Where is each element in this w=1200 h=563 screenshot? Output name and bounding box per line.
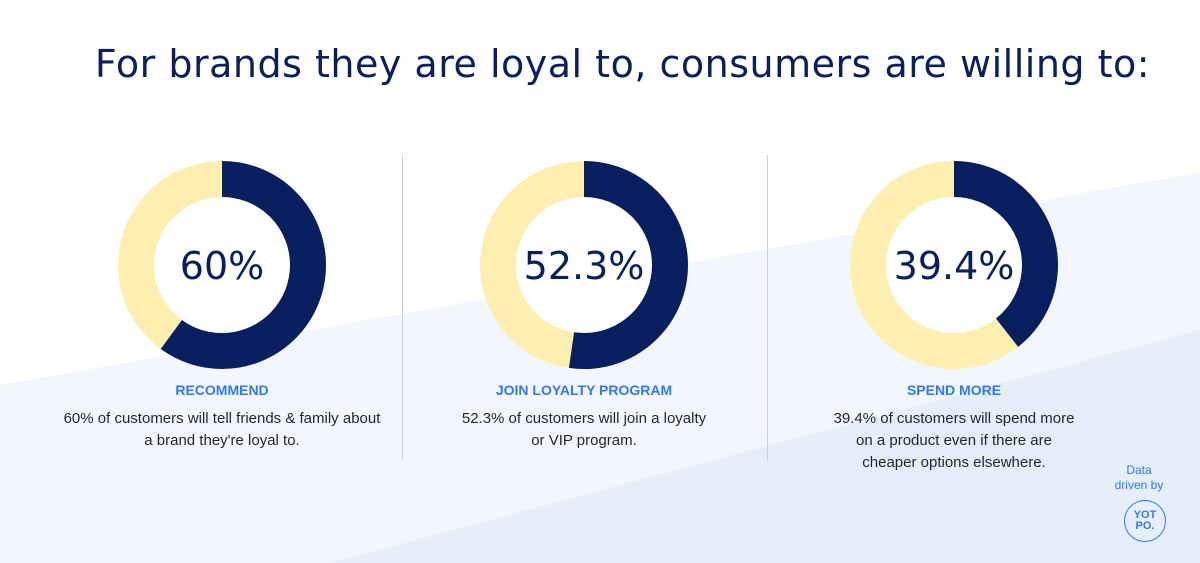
donut-center-label: 52.3% <box>524 244 645 288</box>
donut-value-slice <box>118 161 326 369</box>
donut-value-slice <box>480 161 688 369</box>
stat-label: JOIN LOYALTY PROGRAM <box>495 382 673 398</box>
donut-chart: 39.4% <box>850 161 1058 369</box>
stat-label: RECOMMEND <box>175 382 269 398</box>
background-band-dark <box>330 330 1200 563</box>
stat-description: 39.4% of customers will spend more on a … <box>833 410 1075 471</box>
donut-center-label: 39.4% <box>894 244 1015 288</box>
page-title: For brands they are loyal to, consumers … <box>94 42 1151 86</box>
donut-chart: 60% <box>118 161 326 369</box>
divider <box>767 155 768 460</box>
credit-text: Data driven by <box>1114 463 1164 492</box>
donut-value-slice <box>850 161 1058 369</box>
stat-spend-more: 39.4% SPEND MORE 39.4% of customers will… <box>774 160 1134 474</box>
donut-center-label: 60% <box>180 244 264 288</box>
yotpo-logo: YOT PO. <box>1124 500 1166 542</box>
stat-description: 52.3% of customers will join a loyalty o… <box>461 410 707 449</box>
stat-label: SPEND MORE <box>906 382 1002 398</box>
donut-chart: 52.3% <box>480 161 688 369</box>
stat-recommend: 60% RECOMMEND 60% of customers will tell… <box>42 160 402 452</box>
divider <box>402 155 403 460</box>
stat-description: 60% of customers will tell friends & fam… <box>63 410 381 449</box>
stat-join-loyalty: 52.3% JOIN LOYALTY PROGRAM 52.3% of cust… <box>404 160 764 452</box>
